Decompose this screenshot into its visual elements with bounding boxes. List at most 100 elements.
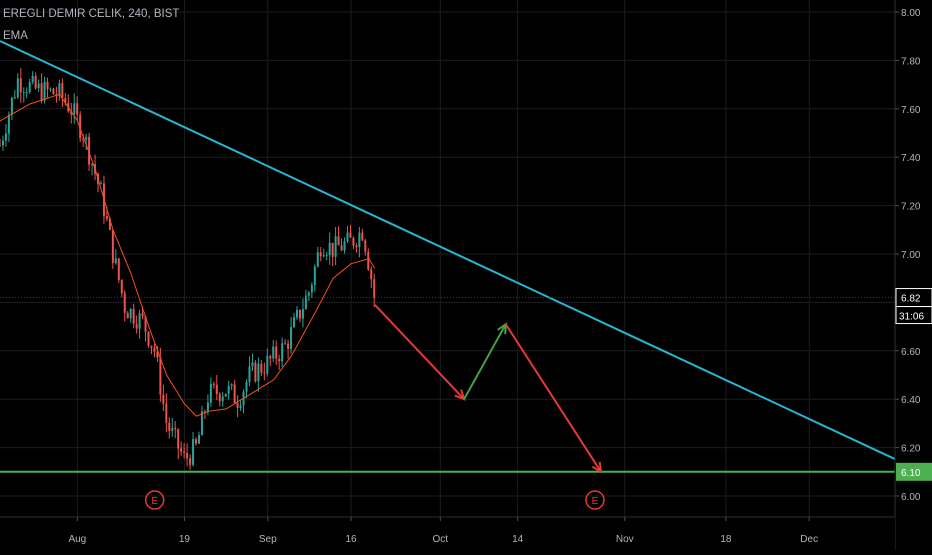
candle-body [123,293,126,313]
drawings-layer [0,40,923,474]
candle-body [224,393,227,397]
candle-body [212,383,215,385]
candle-body [364,240,367,252]
indicator-label[interactable]: EMA [3,30,28,42]
earnings-marker-label: E [151,496,158,507]
candle-body [117,258,120,280]
candle-body [120,279,123,294]
ema-layer [0,93,376,417]
candle-body [296,309,298,318]
candle-body [126,312,129,319]
candle-body [168,422,171,431]
candle-body [251,362,254,367]
candle-body [165,403,168,423]
candle-body [272,346,275,359]
chart-grid [0,0,895,517]
candle-body [197,435,200,444]
candle-body [82,138,85,140]
candle-body [325,255,328,257]
candle-body [43,81,46,101]
candle-body [355,245,358,248]
earnings-marker[interactable] [144,490,165,510]
candle-body [209,383,212,403]
last-price-label: 6.82 [901,294,921,305]
candle-body [230,384,233,386]
candle-body [281,343,284,362]
candle-body [361,232,364,241]
candle-body [266,356,269,374]
candle-body [343,241,346,251]
candle-body [370,269,373,280]
candle-body [284,343,287,345]
candle-body [206,402,209,412]
candle-body [88,136,91,165]
candle-body [310,284,313,293]
price-axis-bg [895,0,932,550]
candle-body [99,183,102,185]
candle-body [186,453,189,459]
candle-body [153,347,156,352]
candle-body [22,92,25,94]
candle-body [64,97,67,103]
candle-body [334,236,337,257]
time-tick-label: 16 [345,534,357,545]
projection-segment[interactable] [504,323,602,473]
trendline[interactable] [0,40,923,473]
candle-body [257,363,260,382]
candle-body [174,427,177,430]
candle-body [141,313,144,317]
candle-body [233,384,236,404]
candle-body [328,242,331,256]
candle-body [331,242,334,257]
price-tick-label: 6.20 [901,444,921,455]
price-tick-label: 7.40 [901,153,921,164]
candle-body [114,258,117,264]
ema-line [0,93,376,417]
candle-body [227,385,230,394]
candle-body [73,103,76,115]
candle-body [275,346,278,359]
earnings-marker[interactable] [585,490,605,510]
candle-body [162,394,165,404]
candle-body [135,323,138,329]
candle-body [290,327,293,349]
projection-segment[interactable] [374,304,465,400]
candle-body [236,403,239,408]
price-tick-label: 7.20 [901,202,921,213]
candle-body [304,295,307,310]
projection-segment[interactable] [463,323,507,400]
time-axis-bg [0,517,895,550]
candle-body [25,92,28,94]
time-tick-label: 18 [720,534,732,545]
candle-body [1,140,4,146]
candle-body [91,164,94,166]
candle-body [37,83,40,89]
candle-body [19,78,22,93]
time-tick-label: Nov [616,534,634,545]
candle-body [177,429,180,449]
candle-body [49,88,52,90]
earnings-marker-label: E [592,496,599,507]
candle-body [132,308,135,324]
candle-body [58,83,61,96]
candle-body [301,309,304,319]
price-tick-label: 6.00 [901,492,921,503]
candle-body [367,251,370,270]
candle-body [254,362,257,382]
price-tick-label: 7.00 [901,250,921,261]
candle-body [7,114,10,134]
candle-body [316,252,319,267]
countdown-label: 31:06 [899,312,924,323]
candle-body [322,255,325,257]
candle-body [61,83,64,98]
time-tick-label: Sep [259,534,277,545]
candle-body [28,82,31,93]
candle-body [298,309,301,319]
candle-body [337,236,340,246]
candle-body [0,145,1,147]
candle-body [13,97,16,99]
candle-body [218,394,221,402]
